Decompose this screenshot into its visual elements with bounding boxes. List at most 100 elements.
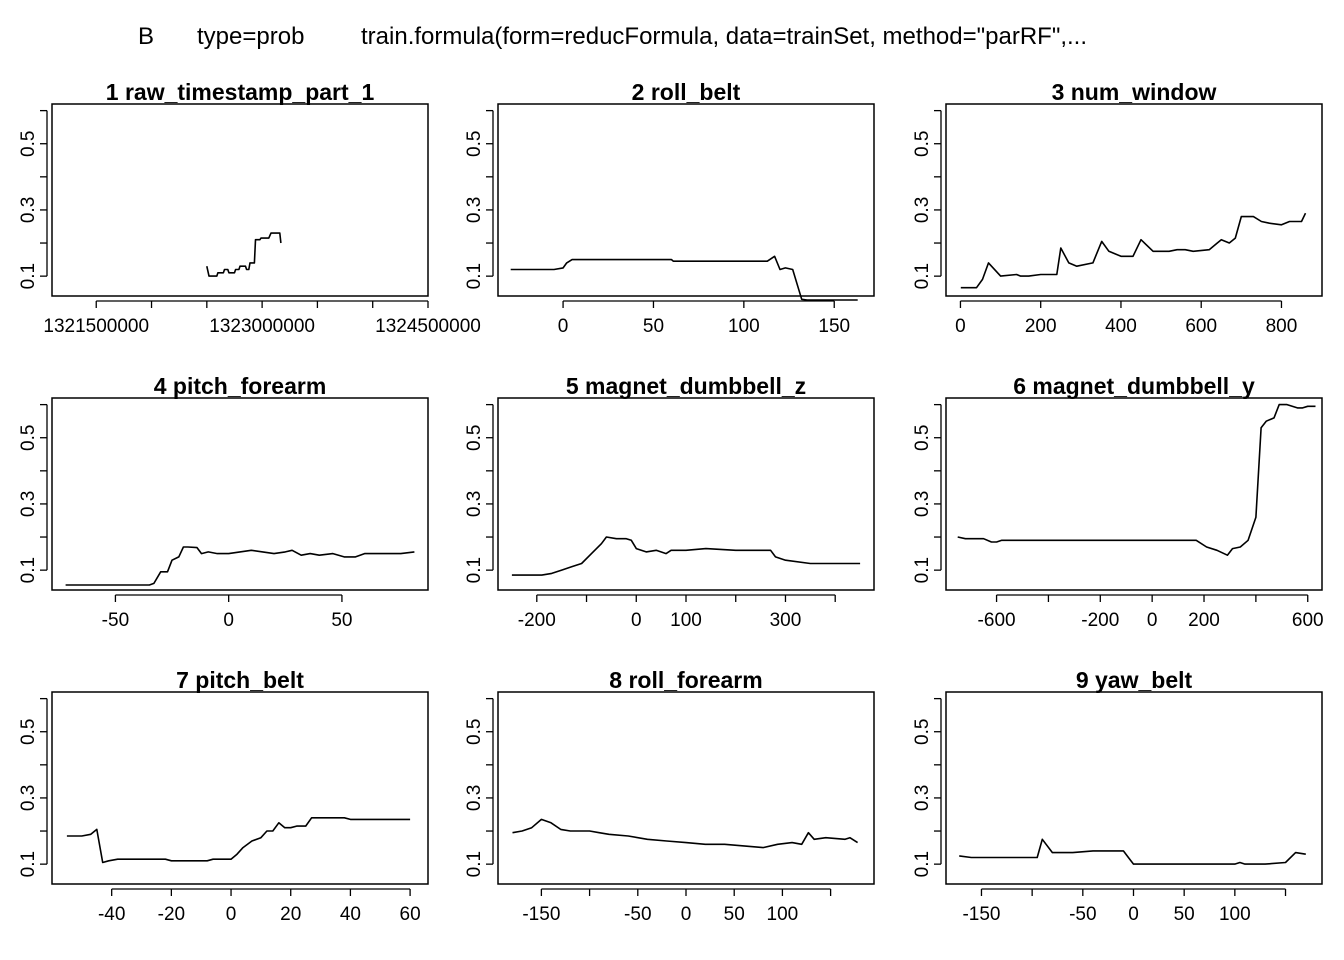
series-line: [511, 536, 861, 576]
y-tick-label: 0.3: [464, 197, 485, 223]
x-tick-label: 100: [728, 316, 760, 337]
panel-title: 8 roll_forearm: [609, 667, 762, 693]
x-tick-label: 200: [1025, 316, 1057, 337]
plot-frame: [497, 397, 875, 591]
series-line: [959, 838, 1306, 865]
x-tick-label: 100: [767, 904, 799, 925]
panel-2: 2 roll_belt 0 50 100 150 0.1 0.3 0.5: [464, 79, 875, 337]
x-tick-label: 0: [1128, 904, 1139, 925]
y-tick-label: 0.1: [464, 851, 485, 877]
y-tick-label: 0.1: [18, 263, 39, 289]
x-tick-label: 200: [1188, 610, 1220, 631]
header-label-call: train.formula(form=reducFormula, data=tr…: [361, 23, 1087, 50]
y-tick-label: 0.5: [464, 131, 485, 157]
panel-title: 1 raw_timestamp_part_1: [106, 79, 375, 105]
plot-frame: [51, 691, 429, 885]
x-tick-label: 0: [1147, 610, 1158, 631]
y-tick-label: 0.3: [912, 785, 933, 811]
x-tick-label: 0: [558, 316, 569, 337]
panel-1: 1 raw_timestamp_part_1 1321500000 13230000…: [18, 79, 481, 337]
panel-title: 9 yaw_belt: [1076, 667, 1193, 693]
x-tick-label: -20: [158, 904, 185, 925]
x-tick-label: -50: [1069, 904, 1096, 925]
x-tick-label: 40: [340, 904, 361, 925]
header-label-type: type=prob: [197, 23, 304, 50]
y-tick-label: 0.5: [464, 719, 485, 745]
panel-title: 5 magnet_dumbbell_z: [566, 373, 806, 399]
panel-grid: 1 raw_timestamp_part_1 1321500000 13230000…: [18, 79, 1324, 925]
panel-title: 2 roll_belt: [632, 79, 741, 105]
plot-frame: [497, 103, 875, 297]
y-tick-label: 0.5: [18, 425, 39, 451]
y-tick-label: 0.3: [18, 197, 39, 223]
x-tick-label: -200: [518, 610, 556, 631]
x-tick-label: 800: [1266, 316, 1298, 337]
panel-3: 3 num_window 0 200 400 600 800 0.1 0.3 0.5: [912, 79, 1323, 337]
series-line: [510, 255, 858, 301]
series-line: [66, 816, 411, 864]
y-tick-label: 0.3: [18, 491, 39, 517]
series-line: [206, 232, 282, 277]
x-tick-label: 150: [818, 316, 850, 337]
x-tick-label: -600: [978, 610, 1016, 631]
series-line: [65, 546, 415, 586]
x-tick-label: -50: [102, 610, 129, 631]
x-tick-label: 0: [955, 316, 966, 337]
x-tick-label: -40: [98, 904, 125, 925]
y-tick-label: 0.1: [464, 557, 485, 583]
y-tick-label: 0.5: [912, 425, 933, 451]
x-tick-label: 0: [226, 904, 237, 925]
x-tick-label: 300: [770, 610, 802, 631]
y-tick-label: 0.3: [912, 491, 933, 517]
y-tick-label: 0.5: [912, 719, 933, 745]
panel-title: 3 num_window: [1052, 79, 1217, 105]
y-tick-label: 0.5: [912, 131, 933, 157]
plot-frame: [945, 103, 1323, 297]
y-tick-label: 0.3: [912, 197, 933, 223]
x-tick-label: 400: [1105, 316, 1137, 337]
y-tick-label: 0.1: [912, 263, 933, 289]
x-tick-label: 50: [724, 904, 745, 925]
panel-9: 9 yaw_belt -150 -50 0 50 100 0.1 0.3 0.5: [912, 667, 1323, 925]
x-tick-label: -200: [1081, 610, 1119, 631]
panel-4: 4 pitch_forearm -50 0 50 0.1 0.3 0.5: [18, 373, 429, 631]
x-tick-label: 600: [1292, 610, 1324, 631]
y-tick-label: 0.5: [18, 131, 39, 157]
panel-title: 7 pitch_belt: [176, 667, 304, 693]
y-tick-label: 0.3: [464, 785, 485, 811]
x-tick-label: 0: [631, 610, 642, 631]
y-tick-label: 0.1: [464, 263, 485, 289]
x-tick-label: 50: [643, 316, 664, 337]
x-tick-label: 0: [681, 904, 692, 925]
plot-frame: [51, 397, 429, 591]
header-label-b: B: [138, 23, 154, 50]
x-tick-label: 0: [223, 610, 234, 631]
x-tick-label: 1323000000: [209, 316, 315, 337]
panel-8: 8 roll_forearm -150 -50 0 50 100 0.1 0.3 0.5: [464, 667, 875, 925]
y-tick-label: 0.1: [912, 557, 933, 583]
x-tick-label: 1321500000: [43, 316, 149, 337]
x-tick-label: -150: [522, 904, 560, 925]
y-tick-label: 0.3: [464, 491, 485, 517]
y-tick-label: 0.3: [18, 785, 39, 811]
x-tick-label: -50: [624, 904, 651, 925]
x-tick-label: 1324500000: [375, 316, 481, 337]
plot-frame: [945, 397, 1323, 591]
panel-5: 5 magnet_dumbbell_z -200 0 100 300 0.1 0.3 0.5: [464, 373, 875, 631]
y-tick-label: 0.1: [18, 851, 39, 877]
panel-title: 4 pitch_forearm: [154, 373, 327, 399]
series-line: [957, 403, 1316, 557]
series-line: [512, 818, 859, 849]
x-tick-label: 50: [1174, 904, 1195, 925]
x-tick-label: 600: [1185, 316, 1217, 337]
y-tick-label: 0.1: [912, 851, 933, 877]
plot-frame: [945, 691, 1323, 885]
x-tick-label: -150: [962, 904, 1000, 925]
series-line: [960, 212, 1307, 289]
plot-frame: [497, 691, 875, 885]
panel-6: 6 magnet_dumbbell_y -600 -200 0 200 600 0.1 0.3…: [912, 373, 1324, 631]
panel-title: 6 magnet_dumbbell_y: [1013, 373, 1255, 399]
panel-7: 7 pitch_belt -40 -20 0 20 40 60 0.1 0.3 0.5: [18, 667, 429, 925]
x-tick-label: 50: [331, 610, 352, 631]
